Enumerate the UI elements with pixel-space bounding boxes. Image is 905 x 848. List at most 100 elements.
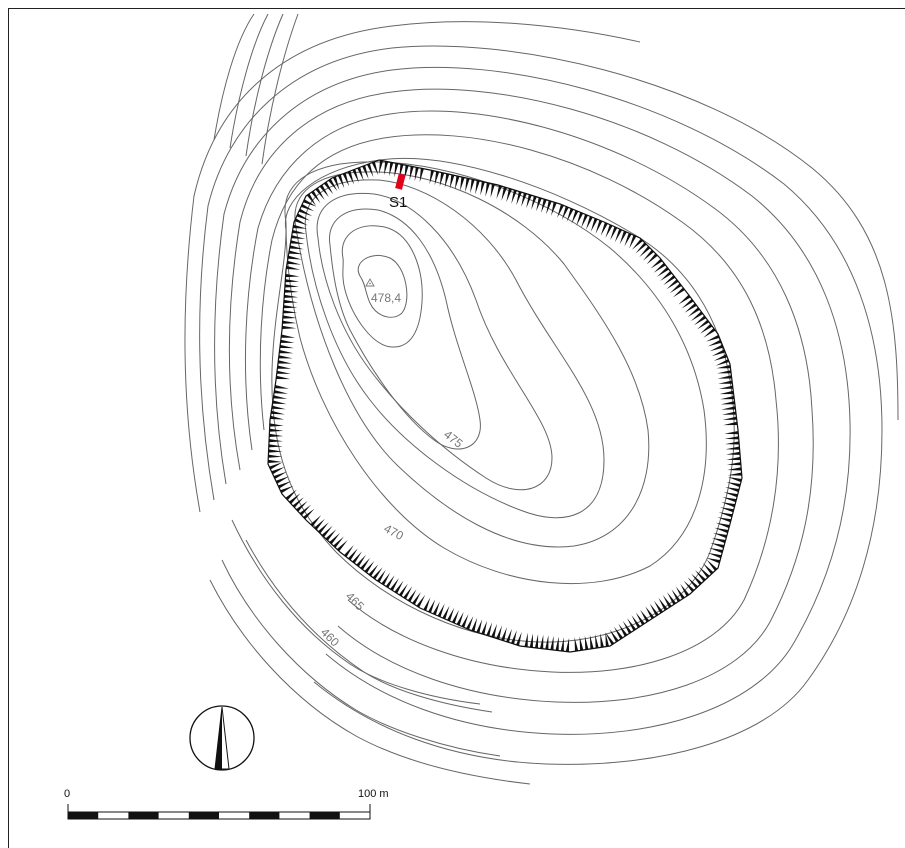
rampart-hachure <box>269 433 284 437</box>
rampart-hachure <box>725 441 740 445</box>
rampart-hachure <box>268 454 283 458</box>
contour-label-470: 470 <box>382 521 407 543</box>
contour-line <box>341 225 423 348</box>
rampart-hachure <box>298 208 313 217</box>
rampart-hachure <box>521 192 527 207</box>
rampart-hachure <box>269 462 283 470</box>
rampart-hachure <box>466 616 474 630</box>
rampart-hachure <box>627 618 637 631</box>
rampart-hachure <box>551 202 557 216</box>
contour-line <box>199 45 899 501</box>
rampart-hachure <box>631 615 641 628</box>
rampart-hachure <box>344 545 354 557</box>
rampart-hachure <box>718 385 733 389</box>
rampart-hachure <box>286 265 301 270</box>
rampart-hachure <box>536 197 542 212</box>
rampart-hachure <box>590 218 598 232</box>
rampart-hachure <box>275 476 290 484</box>
rampart-hachure <box>282 315 297 319</box>
rampart-hachure <box>715 359 730 366</box>
rampart-hachure <box>635 612 645 626</box>
rampart-hachure <box>646 253 658 265</box>
rampart-hachure <box>278 355 293 359</box>
rampart-hachure <box>412 592 421 605</box>
contour-line <box>231 519 481 705</box>
rampart-hachure <box>372 567 383 580</box>
rampart-hachure <box>287 255 302 260</box>
rampart-hachure <box>292 497 304 508</box>
rampart-hachure <box>694 315 707 326</box>
rampart-hachure <box>720 396 735 400</box>
rampart-hachure <box>465 178 470 193</box>
rampart-hachure <box>315 187 325 201</box>
rampart-hachure <box>281 334 296 338</box>
rampart-hachure <box>656 267 669 277</box>
rampart-hachure <box>432 601 440 615</box>
rampart-hachure <box>719 507 734 513</box>
rampart-hachure <box>600 222 608 236</box>
contour-line <box>214 66 883 765</box>
contour-line <box>229 13 269 149</box>
section-s1-marker[interactable] <box>395 173 406 190</box>
rampart-hachure <box>314 518 325 530</box>
rampart-hachure <box>394 163 399 178</box>
rampart-hachure <box>310 515 322 527</box>
rampart-hachure <box>576 212 584 226</box>
rampart-hachure <box>722 411 737 415</box>
rampart-hachure <box>666 279 679 290</box>
rampart-hachure <box>600 633 604 648</box>
rampart-hachure <box>726 456 741 461</box>
rampart-hachure <box>649 603 659 617</box>
rampart-hachure <box>486 622 493 637</box>
rampart-hachure <box>718 380 733 384</box>
contour-line <box>184 21 641 513</box>
rampart-hachure <box>384 161 389 176</box>
rampart-hachure <box>557 204 564 218</box>
contour-line <box>316 192 553 491</box>
rampart-hachure <box>714 527 729 534</box>
rampart-hachure <box>414 167 419 182</box>
rampart-hachure <box>321 525 333 538</box>
rampart-hachure <box>667 592 677 605</box>
rampart-hachure <box>669 283 682 294</box>
rampart-hachure <box>301 204 315 212</box>
rampart-hachure <box>610 226 618 241</box>
rampart-hachure <box>534 634 539 649</box>
rampart-hachure <box>389 162 394 177</box>
rampart-hachure <box>540 634 544 649</box>
contour-line <box>261 13 299 165</box>
rampart-hachure <box>289 493 301 504</box>
rampart-hachure <box>311 190 321 204</box>
rampart-hachure <box>318 522 329 534</box>
contour-label-465: 465 <box>343 589 367 613</box>
rampart-hachure <box>501 186 507 201</box>
rampart-hachure <box>595 220 603 234</box>
rampart-hachure <box>329 532 341 545</box>
contour-line <box>228 88 851 735</box>
rampart-hachure <box>707 339 722 347</box>
rampart-hachure <box>287 260 302 265</box>
rampart-hachure <box>707 552 722 559</box>
rampart-hachure <box>683 580 695 593</box>
rampart-hachure <box>279 350 294 354</box>
contour-line <box>304 179 605 519</box>
rampart-hachure <box>270 415 285 420</box>
rampart-hachure <box>475 180 480 195</box>
rampart-hachure <box>269 423 284 427</box>
rampart-hachure <box>419 168 424 183</box>
rampart-hachure <box>713 354 728 361</box>
rampart-hachure <box>284 294 299 298</box>
rampart-hachure <box>283 299 298 304</box>
rampart-hachure <box>727 472 742 476</box>
rampart-hachure <box>285 489 297 501</box>
rampart-hachure <box>285 273 300 278</box>
contour-line <box>209 579 531 785</box>
rampart-hachure <box>706 557 721 564</box>
rampart-hachure <box>471 617 478 632</box>
scale-start-label: 0 <box>64 788 70 800</box>
rampart-hachure <box>282 320 297 324</box>
rampart-hachure <box>691 573 702 585</box>
scale-bar-segment <box>188 812 219 819</box>
rampart-hachure <box>404 165 409 180</box>
rampart-hachure <box>303 508 315 520</box>
